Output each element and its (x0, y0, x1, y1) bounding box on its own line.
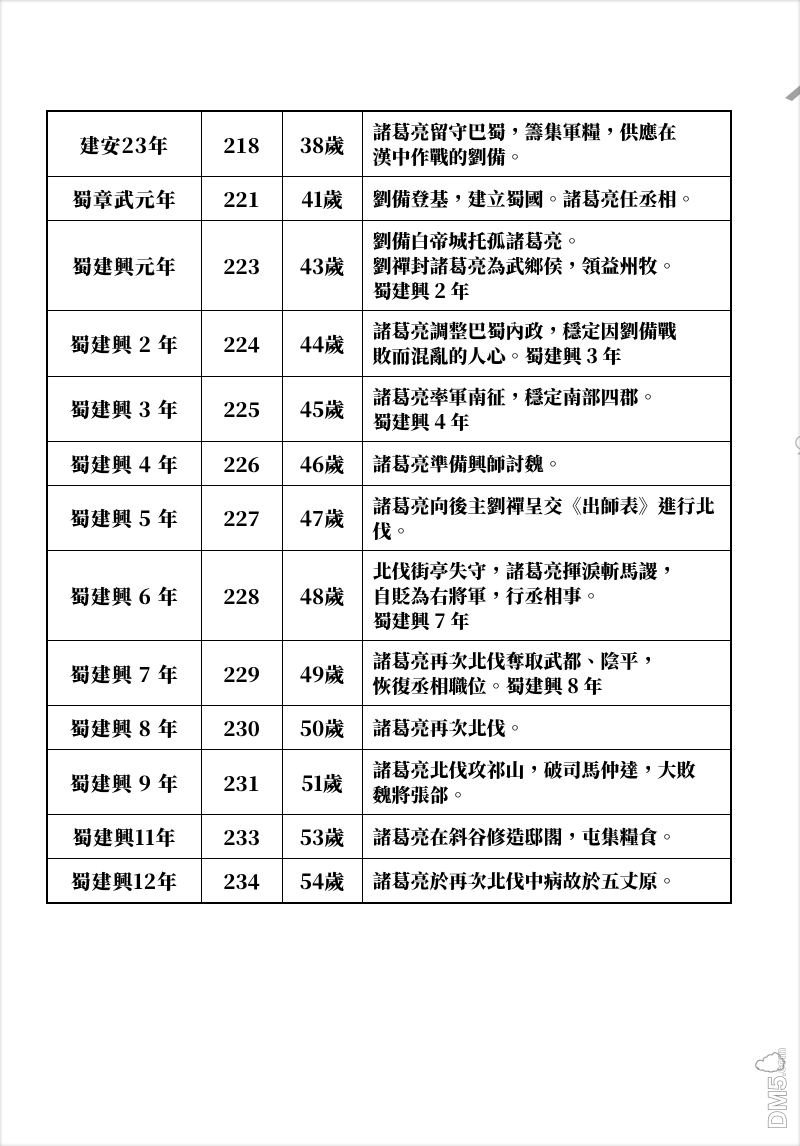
svg-text:DM5.com: DM5.com (764, 1048, 792, 1129)
